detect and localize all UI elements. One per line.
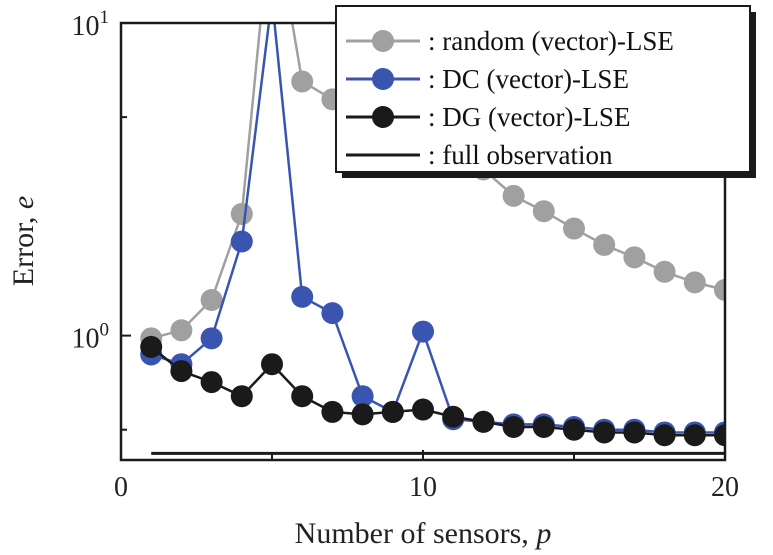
- legend-swatch-marker: [372, 68, 394, 90]
- data-point: [381, 400, 404, 423]
- legend-item: : full observation: [346, 140, 613, 170]
- data-point: [563, 217, 585, 240]
- data-point: [653, 260, 676, 283]
- data-point: [261, 353, 283, 376]
- data-point: [351, 403, 374, 426]
- data-point: [412, 320, 434, 343]
- data-point: [170, 360, 193, 383]
- data-point: [532, 416, 555, 439]
- data-point: [442, 405, 465, 428]
- data-point: [623, 246, 646, 269]
- y-tick-label: 101: [72, 7, 110, 42]
- data-point: [230, 385, 253, 408]
- series-3: [140, 335, 725, 447]
- legend: : random (vector)-LSE : DC (vector)-LSE : …: [335, 5, 756, 178]
- data-point: [230, 230, 253, 253]
- legend-item: : DC (vector)-LSE: [346, 64, 629, 94]
- data-point: [351, 385, 374, 408]
- data-point: [623, 421, 646, 444]
- data-point: [321, 302, 344, 325]
- data-point: [230, 202, 253, 225]
- data-point: [291, 385, 314, 408]
- legend-item: : random (vector)-LSE: [346, 26, 674, 56]
- x-tick-label: 10: [409, 472, 437, 503]
- legend-box: [335, 5, 751, 173]
- y-tick-label: 100: [72, 320, 110, 355]
- data-point: [472, 410, 495, 433]
- data-point: [261, 0, 283, 9]
- data-point: [291, 70, 314, 93]
- legend-swatch-marker: [372, 106, 394, 128]
- data-point: [200, 327, 223, 350]
- data-point: [200, 288, 223, 311]
- x-axis-title: Number of sensors, p: [295, 517, 552, 550]
- data-point: [683, 271, 706, 294]
- data-point: [140, 335, 163, 358]
- x-tick-label: 0: [114, 472, 128, 503]
- data-point: [593, 233, 616, 256]
- legend-label: : full observation: [428, 140, 613, 170]
- legend-label: : DG (vector)-LSE: [428, 102, 630, 132]
- legend-swatch-marker: [372, 30, 394, 52]
- legend-label: : random (vector)-LSE: [428, 26, 674, 56]
- data-point: [502, 184, 525, 207]
- data-point: [683, 424, 706, 447]
- legend-label: : DC (vector)-LSE: [428, 64, 629, 94]
- data-point: [714, 278, 725, 301]
- data-point: [291, 285, 314, 308]
- data-point: [412, 398, 434, 421]
- data-point: [170, 319, 193, 342]
- data-point: [653, 424, 676, 447]
- data-point: [714, 424, 725, 447]
- x-tick-label: 20: [711, 472, 739, 503]
- y-axis-title: Error, e: [7, 196, 40, 286]
- data-point: [321, 400, 344, 423]
- legend-item: : DG (vector)-LSE: [346, 102, 630, 132]
- data-point: [502, 416, 525, 439]
- data-point: [563, 418, 585, 441]
- data-point: [532, 200, 555, 223]
- data-point: [200, 371, 223, 394]
- data-point: [593, 421, 616, 444]
